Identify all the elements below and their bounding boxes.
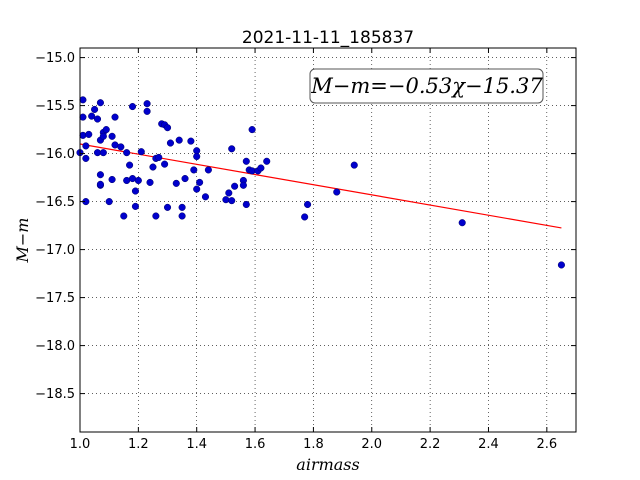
data-point	[108, 175, 116, 184]
data-point	[166, 139, 174, 147]
annotation-box	[309, 68, 544, 104]
data-point	[143, 100, 151, 108]
data-point	[108, 132, 116, 140]
x-tick-label: 1.6	[245, 437, 266, 452]
data-point	[102, 126, 110, 134]
x-tick-label: 2.2	[420, 437, 441, 452]
grid	[79, 48, 576, 432]
x-tick-label: 1.2	[128, 437, 149, 452]
y-tick-label: −18.0	[35, 339, 75, 354]
data-point	[88, 112, 96, 120]
data-point	[79, 96, 87, 104]
data-point	[175, 136, 183, 144]
data-point	[172, 179, 180, 187]
data-point	[228, 145, 236, 153]
data-point	[231, 182, 239, 190]
data-point	[201, 193, 210, 201]
data-points	[76, 96, 565, 269]
data-point	[458, 219, 466, 227]
x-tick-label: 2.6	[536, 437, 557, 452]
data-point	[301, 213, 309, 221]
data-point	[263, 157, 271, 165]
data-point	[79, 113, 87, 121]
data-point	[350, 161, 358, 169]
data-point	[123, 149, 131, 157]
data-point	[228, 197, 236, 205]
data-point	[79, 131, 87, 139]
data-point	[248, 126, 256, 134]
x-tick-label: 1.8	[303, 437, 324, 452]
data-point	[126, 161, 134, 169]
data-point	[82, 154, 90, 162]
data-point	[557, 261, 565, 269]
data-point	[120, 212, 128, 220]
y-tick-label: −17.0	[35, 243, 75, 258]
data-point	[163, 203, 172, 211]
data-point	[99, 149, 107, 157]
x-tick-label: 2.4	[478, 437, 499, 452]
data-point	[105, 198, 113, 206]
data-point	[187, 137, 195, 145]
y-tick-label: −16.5	[35, 195, 75, 210]
data-point	[93, 115, 102, 123]
chart-title: 2021-11-11_185837	[242, 28, 414, 48]
data-point	[257, 164, 265, 172]
data-point	[190, 166, 198, 174]
x-tick-label: 1.4	[186, 437, 207, 452]
y-tick-label: −15.0	[35, 51, 75, 66]
y-tick-label: −16.0	[35, 147, 75, 162]
data-point	[117, 143, 125, 151]
data-point	[193, 152, 201, 161]
data-point	[131, 202, 139, 210]
data-point	[128, 103, 137, 111]
data-point	[178, 203, 186, 211]
data-point	[152, 212, 160, 220]
data-point	[99, 132, 107, 140]
data-point	[91, 105, 99, 113]
data-point	[239, 181, 247, 189]
data-point	[111, 113, 119, 121]
y-tick-label: −18.5	[35, 387, 75, 402]
data-point	[225, 189, 233, 197]
fit-equation-box: M−m=−0.53χ−15.37	[309, 68, 544, 104]
data-point	[304, 200, 312, 209]
data-point	[242, 200, 250, 209]
data-point	[204, 166, 212, 174]
data-point	[242, 157, 250, 165]
y-tick-label: −17.5	[35, 291, 75, 306]
data-point	[181, 175, 189, 183]
data-point	[163, 124, 172, 132]
data-point	[85, 130, 93, 138]
data-point	[143, 107, 151, 115]
data-point	[161, 160, 169, 168]
x-tick-label: 1.0	[70, 437, 91, 452]
data-point	[137, 148, 145, 156]
data-point	[196, 178, 204, 186]
data-point	[155, 153, 163, 161]
data-point	[149, 163, 157, 171]
data-point	[96, 171, 104, 179]
x-tick-label: 2.0	[361, 437, 382, 452]
plot-frame	[79, 47, 577, 433]
fit-equation: M−m=−0.53χ−15.37	[310, 74, 543, 98]
data-point	[193, 185, 201, 193]
data-point	[146, 178, 154, 186]
data-point	[96, 180, 104, 188]
axis-ticks	[79, 48, 576, 432]
x-axis-label: airmass	[296, 455, 359, 474]
data-point	[82, 142, 90, 150]
data-point	[131, 187, 139, 195]
data-point	[134, 176, 142, 185]
data-point	[178, 212, 186, 220]
tick-labels: 1.0 1.2 1.4 1.6 1.8 2.0 2.2 2.4 2.6 −15.0 −15.5 −16…	[35, 51, 557, 452]
data-point	[333, 188, 341, 196]
y-axis-label: M−m	[13, 218, 32, 264]
data-point	[222, 196, 230, 204]
y-tick-label: −15.5	[35, 99, 75, 114]
data-point	[96, 99, 104, 107]
